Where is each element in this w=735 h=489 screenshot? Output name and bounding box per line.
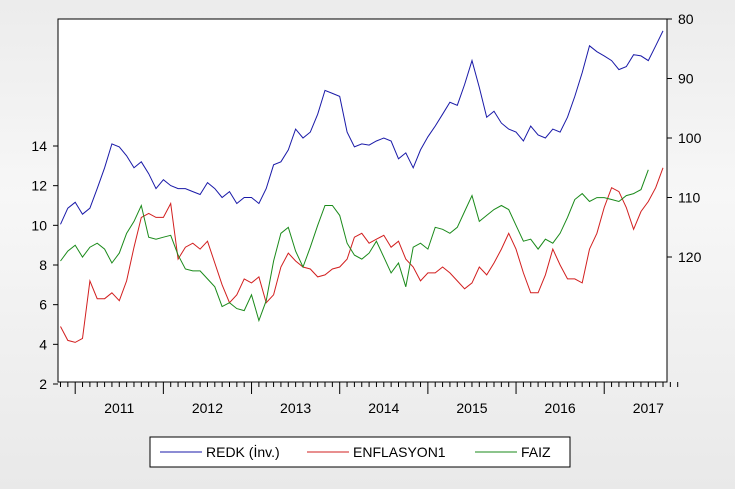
left-tick-label-6: 14 — [31, 138, 47, 154]
x-tick-label-2011: 2011 — [104, 400, 134, 416]
x-tick-label-2015: 2015 — [456, 400, 487, 416]
left-tick-label-5: 12 — [31, 178, 47, 194]
legend-label-2: FAIZ — [521, 444, 551, 460]
x-tick-label-2014: 2014 — [368, 400, 399, 416]
left-tick-label-0: 2 — [39, 376, 47, 392]
left-tick-label-1: 4 — [39, 336, 47, 352]
left-tick-label-3: 8 — [39, 257, 47, 273]
x-tick-label-2012: 2012 — [192, 400, 223, 416]
legend: REDK (İnv.) ENFLASYON1 FAIZ — [149, 436, 571, 468]
right-tick-label-0: 80 — [678, 11, 694, 27]
series-line-0 — [60, 30, 664, 225]
series-line-2 — [60, 169, 649, 323]
x-tick-label-2013: 2013 — [280, 400, 311, 416]
series-line-1 — [60, 167, 664, 343]
left-tick-label-2: 6 — [39, 297, 47, 313]
x-tick-label-2017: 2017 — [633, 400, 664, 416]
legend-label-0: REDK (İnv.) — [206, 443, 280, 460]
plot-area — [57, 18, 668, 383]
series-layer — [60, 30, 664, 343]
axis-layer: 2 4 6 8 10 12 14 80 90 100 110 120 2011 2012 2013 2014 2… — [31, 11, 701, 416]
x-tick-label-2016: 2016 — [545, 400, 576, 416]
right-tick-label-4: 120 — [678, 249, 702, 265]
right-tick-label-1: 90 — [678, 71, 694, 87]
legend-label-1: ENFLASYON1 — [353, 444, 446, 460]
right-tick-label-3: 110 — [678, 190, 701, 206]
left-tick-label-4: 10 — [31, 217, 47, 233]
right-tick-label-2: 100 — [678, 130, 702, 146]
